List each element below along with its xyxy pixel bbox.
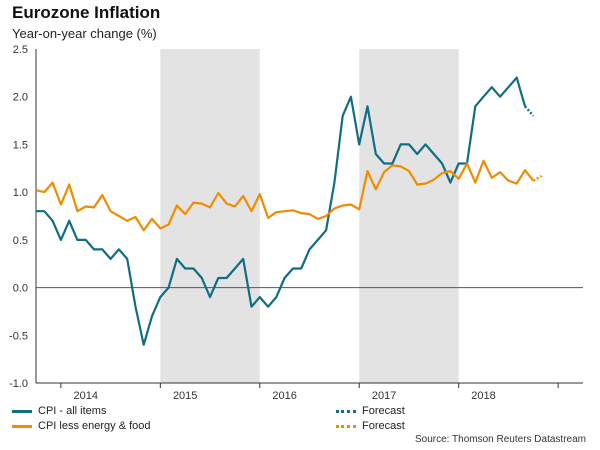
shaded-period-0 — [160, 49, 260, 383]
x-tick-label: 2017 — [372, 390, 396, 402]
legend-swatch-cpi-core — [12, 424, 32, 428]
x-tick-label: 2018 — [471, 390, 495, 402]
legend-swatch-forecast-1 — [336, 409, 356, 413]
chart-title: Eurozone Inflation — [12, 3, 161, 22]
legend-forecast-2: Forecast — [336, 420, 405, 432]
y-tick-label: 1.5 — [13, 139, 28, 151]
y-axis-ticks: 2.5 2.0 1.5 1.0 0.5 0.0 -0.5 -1.0 — [9, 44, 28, 390]
shaded-periods — [160, 49, 459, 383]
y-tick-label: 0.0 — [13, 283, 28, 295]
y-tick-label: 2.5 — [13, 44, 28, 56]
y-tick-label: 0.5 — [13, 235, 28, 247]
legend-label-cpi-all: CPI - all items — [38, 405, 107, 417]
forecast-line-2 — [532, 174, 543, 182]
legend-label-forecast-2: Forecast — [362, 420, 405, 432]
legend-swatch-cpi-all — [12, 409, 32, 413]
series-lines — [35, 76, 543, 346]
x-axis: 2014 2015 2016 2017 2018 — [35, 49, 583, 402]
legend-label-cpi-core: CPI less energy & food — [38, 420, 151, 432]
y-tick-label: 2.0 — [13, 92, 28, 104]
y-tick-label: -1.0 — [9, 378, 28, 390]
x-tick-label: 2016 — [272, 390, 296, 402]
source-note: Source: Thomson Reuters Datastream — [414, 434, 586, 445]
y-tick-label: 1.0 — [13, 187, 28, 199]
legend-label-forecast-1: Forecast — [362, 405, 405, 417]
legend-swatch-forecast-2 — [336, 424, 356, 428]
legend-forecast-1: Forecast — [336, 405, 405, 417]
shaded-period-1 — [359, 49, 459, 383]
legend-cpi-all: CPI - all items — [12, 405, 106, 417]
series-line-cpi-all — [36, 76, 527, 346]
series-line-cpi-core — [35, 159, 535, 232]
x-tick-label: 2014 — [73, 390, 97, 402]
legend-cpi-core: CPI less energy & food — [12, 420, 151, 432]
forecast-line-1 — [524, 105, 535, 117]
x-tick-label: 2015 — [173, 390, 197, 402]
y-tick-label: -0.5 — [9, 330, 28, 342]
chart-subtitle: Year-on-year change (%) — [12, 26, 157, 41]
